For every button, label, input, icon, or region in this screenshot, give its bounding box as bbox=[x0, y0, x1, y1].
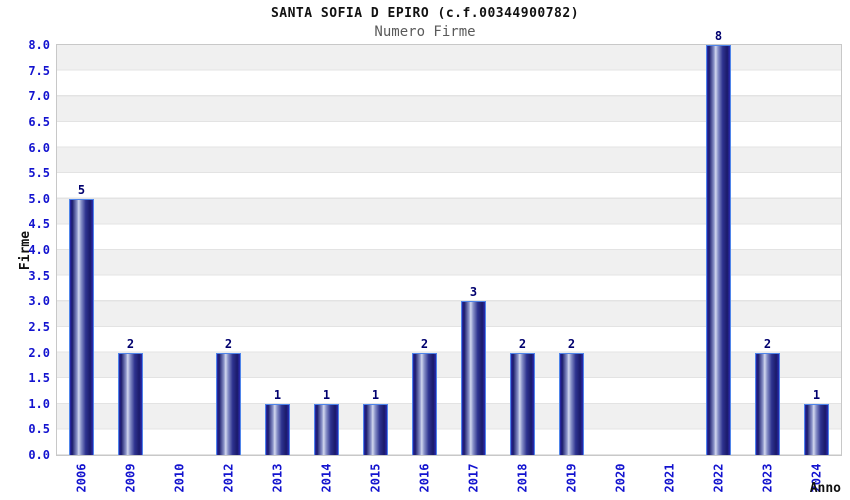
bar-2006 bbox=[69, 198, 94, 455]
bar-value-label: 5 bbox=[77, 182, 86, 197]
x-tick-slot: 2023 bbox=[743, 457, 792, 499]
x-tick-slot: 2019 bbox=[547, 457, 596, 499]
x-tick-label: 2009 bbox=[123, 463, 138, 493]
y-tick-label: 6.0 bbox=[28, 140, 50, 155]
x-tick-label: 2022 bbox=[711, 463, 726, 493]
x-tick-label: 2014 bbox=[319, 463, 334, 493]
y-tick-label: 4.0 bbox=[28, 243, 50, 257]
y-tick-label: 0.5 bbox=[28, 422, 50, 437]
x-tick-slot: 2018 bbox=[498, 457, 547, 499]
x-tick-label: 2017 bbox=[466, 463, 481, 493]
x-tick-label: 2016 bbox=[417, 463, 432, 493]
bar-slot-2013: 1 bbox=[253, 45, 302, 455]
bar-2013 bbox=[265, 403, 290, 455]
bar-slot-2021 bbox=[645, 45, 694, 455]
bar-value-label: 2 bbox=[224, 336, 233, 351]
y-tick-label: 2.5 bbox=[28, 319, 50, 334]
x-tick-label: 2019 bbox=[564, 463, 579, 493]
x-tick-label: 2015 bbox=[368, 463, 383, 493]
y-tick-label: 8.0 bbox=[28, 38, 50, 52]
x-tick-label: 2006 bbox=[74, 463, 89, 493]
y-tick-label: 5.5 bbox=[28, 166, 50, 181]
bar-value-label: 8 bbox=[714, 29, 723, 43]
x-tick-slot: 2022 bbox=[694, 457, 743, 499]
x-tick-label: 2020 bbox=[613, 463, 628, 493]
x-tick-label: 2010 bbox=[172, 463, 187, 493]
plot-area: 5 2 2 1 1 1 2 3 2 2 8 2 1 bbox=[56, 30, 842, 456]
x-tick-label: 2012 bbox=[221, 463, 236, 493]
bar-2024 bbox=[804, 403, 829, 455]
bar-2023 bbox=[755, 352, 780, 455]
bar-2016 bbox=[412, 352, 437, 455]
y-tick-label: 6.5 bbox=[28, 114, 50, 129]
x-axis-ticks: 2006 2009 2010 2012 2013 2014 2015 2016 2017 2018… bbox=[57, 457, 841, 499]
bar-slot-2022: 8 bbox=[694, 30, 743, 455]
x-tick-slot: 2010 bbox=[155, 457, 204, 499]
y-tick-label: 0.0 bbox=[28, 448, 50, 462]
bar-slot-2010 bbox=[155, 45, 204, 455]
y-tick-label: 7.0 bbox=[28, 89, 50, 104]
bar-2019 bbox=[559, 352, 584, 455]
bar-value-label: 2 bbox=[567, 336, 576, 351]
x-tick-slot: 2016 bbox=[400, 457, 449, 499]
y-tick-label: 2.0 bbox=[28, 345, 50, 360]
y-tick-label: 4.5 bbox=[28, 217, 50, 232]
x-tick-slot: 2020 bbox=[596, 457, 645, 499]
x-axis-title: Anno bbox=[809, 481, 841, 496]
bar-value-label: 2 bbox=[763, 336, 772, 351]
bar-slot-2020 bbox=[596, 45, 645, 455]
chart-subtitle: Numero Firme bbox=[374, 24, 476, 40]
bar-2009 bbox=[118, 352, 143, 455]
bar-slot-2023: 2 bbox=[743, 45, 792, 455]
bar-2018 bbox=[510, 352, 535, 455]
bar-slot-2012: 2 bbox=[204, 45, 253, 455]
bar-2022 bbox=[706, 45, 731, 455]
bar-slot-2024: 1 bbox=[792, 45, 841, 455]
bar-slot-2019: 2 bbox=[547, 45, 596, 455]
x-tick-slot: 2021 bbox=[645, 457, 694, 499]
x-tick-slot: 2009 bbox=[106, 457, 155, 499]
bar-value-label: 1 bbox=[371, 387, 380, 402]
bar-2012 bbox=[216, 352, 241, 455]
x-tick-slot: 2012 bbox=[204, 457, 253, 499]
y-tick-label: 3.5 bbox=[28, 268, 50, 283]
bar-value-label: 2 bbox=[518, 336, 527, 351]
x-tick-slot: 2017 bbox=[449, 457, 498, 499]
bar-slot-2017: 3 bbox=[449, 45, 498, 455]
bar-slot-2016: 2 bbox=[400, 45, 449, 455]
bar-2014 bbox=[314, 403, 339, 455]
x-tick-slot: 2015 bbox=[351, 457, 400, 499]
x-tick-slot: 2014 bbox=[302, 457, 351, 499]
x-tick-label: 2018 bbox=[515, 463, 530, 493]
y-tick-label: 5.0 bbox=[28, 191, 50, 206]
bar-value-label: 2 bbox=[126, 336, 135, 351]
y-tick-label: 3.0 bbox=[28, 294, 50, 309]
bars-layer: 5 2 2 1 1 1 2 3 2 2 8 2 1 bbox=[57, 30, 841, 455]
bar-slot-2009: 2 bbox=[106, 45, 155, 455]
bar-value-label: 1 bbox=[812, 387, 821, 402]
x-tick-label: 2023 bbox=[760, 463, 775, 493]
y-tick-label: 1.5 bbox=[28, 371, 50, 386]
bar-2015 bbox=[363, 403, 388, 455]
bar-value-label: 1 bbox=[273, 387, 282, 402]
x-tick-slot: 2013 bbox=[253, 457, 302, 499]
chart-title: SANTA SOFIA D EPIRO (c.f.00344900782) bbox=[270, 6, 580, 21]
bar-slot-2014: 1 bbox=[302, 45, 351, 455]
x-tick-label: 2013 bbox=[270, 463, 285, 493]
bar-value-label: 1 bbox=[322, 387, 331, 402]
y-tick-label: 1.0 bbox=[28, 396, 50, 411]
bar-slot-2015: 1 bbox=[351, 45, 400, 455]
bar-value-label: 3 bbox=[469, 285, 478, 300]
bar-2017 bbox=[461, 301, 486, 455]
bar-value-label: 2 bbox=[420, 336, 429, 351]
x-tick-label: 2021 bbox=[662, 463, 677, 493]
x-tick-slot: 2006 bbox=[57, 457, 106, 499]
bar-slot-2018: 2 bbox=[498, 45, 547, 455]
y-tick-label: 7.5 bbox=[28, 63, 50, 78]
bar-slot-2006: 5 bbox=[57, 45, 106, 455]
